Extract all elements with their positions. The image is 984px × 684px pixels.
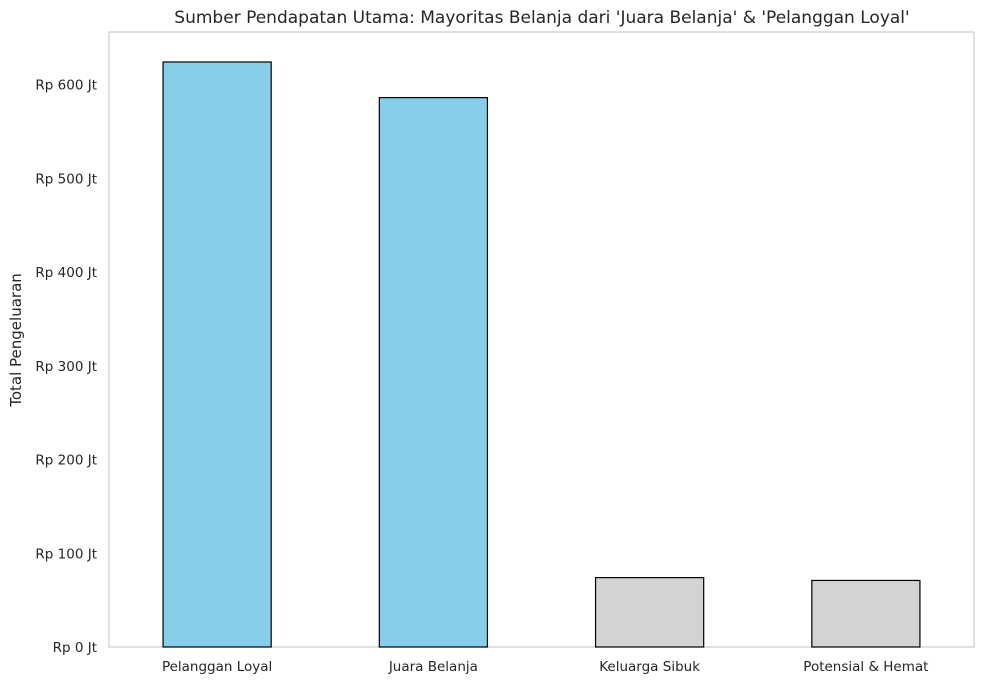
y-tick-label: Rp 100 Jt — [35, 546, 97, 562]
x-tick-label: Juara Belanja — [388, 659, 478, 675]
x-tick-label: Potensial & Hemat — [803, 659, 928, 675]
bar-keluarga-sibuk — [594, 577, 705, 648]
x-tick-label: Pelanggan Loyal — [162, 659, 272, 675]
plot-frame — [108, 31, 975, 648]
y-tick-label: Rp 200 Jt — [35, 453, 97, 469]
chart-title: Sumber Pendapatan Utama: Mayoritas Belan… — [174, 8, 909, 28]
bars-group — [162, 61, 921, 648]
y-tick-label: Rp 400 Jt — [35, 265, 97, 281]
bar-juara-belanja — [378, 97, 489, 648]
y-axis-label: Total Pengeluaran — [7, 273, 25, 408]
x-tick-label: Keluarga Sibuk — [599, 659, 700, 675]
y-tick-label: Rp 0 Jt — [53, 640, 97, 656]
x-tick-labels: Pelanggan Loyal Juara Belanja Keluarga Sib… — [162, 659, 929, 675]
y-tick-label: Rp 600 Jt — [35, 78, 97, 94]
y-tick-labels: Rp 0 Jt Rp 100 Jt Rp 200 Jt Rp 300 Jt Rp 400… — [35, 78, 97, 657]
bar-potensial-hemat — [811, 579, 921, 648]
bar-pelanggan-loyal — [162, 61, 272, 648]
y-tick-label: Rp 500 Jt — [35, 171, 97, 187]
y-tick-label: Rp 300 Jt — [35, 359, 97, 375]
